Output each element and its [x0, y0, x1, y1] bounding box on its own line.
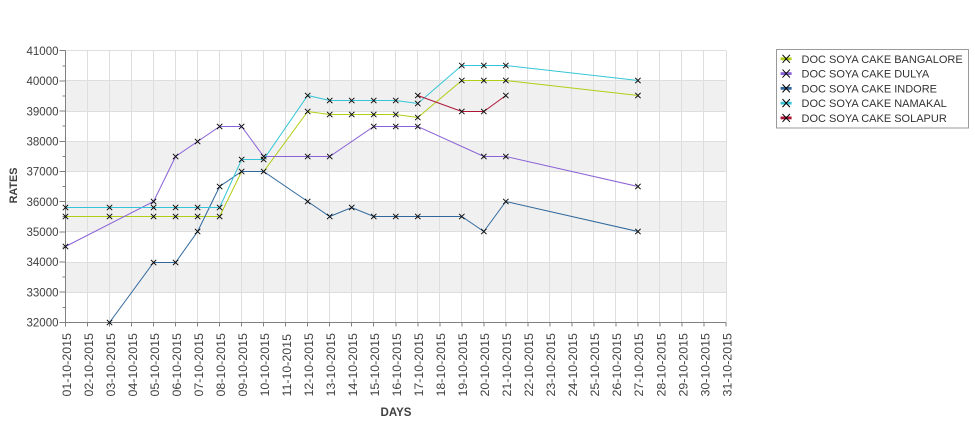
svg-text:06-10-2015: 06-10-2015: [170, 333, 184, 396]
svg-text:28-10-2015: 28-10-2015: [654, 333, 668, 396]
svg-text:27-10-2015: 27-10-2015: [632, 333, 646, 396]
svg-text:20-10-2015: 20-10-2015: [478, 333, 492, 396]
svg-text:DOC SOYA CAKE SOLAPUR: DOC SOYA CAKE SOLAPUR: [802, 113, 947, 125]
svg-text:DOC SOYA CAKE NAMAKAL: DOC SOYA CAKE NAMAKAL: [802, 98, 947, 110]
svg-text:39000: 39000: [27, 106, 59, 118]
svg-text:38000: 38000: [27, 136, 59, 148]
svg-text:05-10-2015: 05-10-2015: [148, 333, 162, 396]
svg-text:11-10-2015: 11-10-2015: [280, 334, 294, 397]
svg-text:14-10-2015: 14-10-2015: [346, 333, 360, 396]
svg-text:15-10-2015: 15-10-2015: [368, 333, 382, 396]
svg-text:25-10-2015: 25-10-2015: [588, 333, 602, 396]
svg-text:10-10-2015: 10-10-2015: [258, 333, 272, 396]
svg-text:12-10-2015: 12-10-2015: [302, 333, 316, 396]
svg-text:09-10-2015: 09-10-2015: [236, 333, 250, 396]
svg-text:08-10-2015: 08-10-2015: [214, 333, 228, 396]
svg-text:DOC SOYA CAKE BANGALORE: DOC SOYA CAKE BANGALORE: [802, 54, 963, 66]
svg-text:DOC SOYA CAKE INDORE: DOC SOYA CAKE INDORE: [802, 83, 938, 95]
svg-text:01-10-2015: 01-10-2015: [60, 333, 74, 396]
svg-text:29-10-2015: 29-10-2015: [676, 333, 690, 396]
svg-text:RATES: RATES: [8, 168, 20, 204]
svg-text:24-10-2015: 24-10-2015: [566, 333, 580, 396]
svg-text:19-10-2015: 19-10-2015: [456, 333, 470, 396]
svg-text:18-10-2015: 18-10-2015: [434, 333, 448, 396]
svg-text:23-10-2015: 23-10-2015: [544, 333, 558, 396]
svg-text:03-10-2015: 03-10-2015: [104, 333, 118, 396]
svg-text:33000: 33000: [27, 287, 59, 299]
svg-text:21-10-2015: 21-10-2015: [500, 333, 514, 396]
svg-text:36000: 36000: [27, 197, 59, 209]
svg-text:16-10-2015: 16-10-2015: [390, 333, 404, 396]
svg-text:DOC SOYA CAKE DULYA: DOC SOYA CAKE DULYA: [802, 69, 930, 81]
svg-text:32000: 32000: [27, 318, 59, 330]
svg-text:41000: 41000: [27, 46, 59, 58]
svg-text:34000: 34000: [27, 257, 59, 269]
svg-text:04-10-2015: 04-10-2015: [126, 333, 140, 396]
svg-text:26-10-2015: 26-10-2015: [610, 333, 624, 396]
svg-text:02-10-2015: 02-10-2015: [82, 333, 96, 396]
svg-text:DAYS: DAYS: [381, 407, 412, 419]
svg-text:31-10-2015: 31-10-2015: [720, 333, 734, 396]
svg-text:40000: 40000: [27, 76, 59, 88]
svg-text:35000: 35000: [27, 227, 59, 239]
svg-text:07-10-2015: 07-10-2015: [192, 333, 206, 396]
svg-text:13-10-2015: 13-10-2015: [324, 333, 338, 396]
svg-text:37000: 37000: [27, 167, 59, 179]
svg-text:30-10-2015: 30-10-2015: [698, 333, 712, 396]
svg-text:17-10-2015: 17-10-2015: [412, 333, 426, 396]
svg-text:22-10-2015: 22-10-2015: [522, 333, 536, 396]
